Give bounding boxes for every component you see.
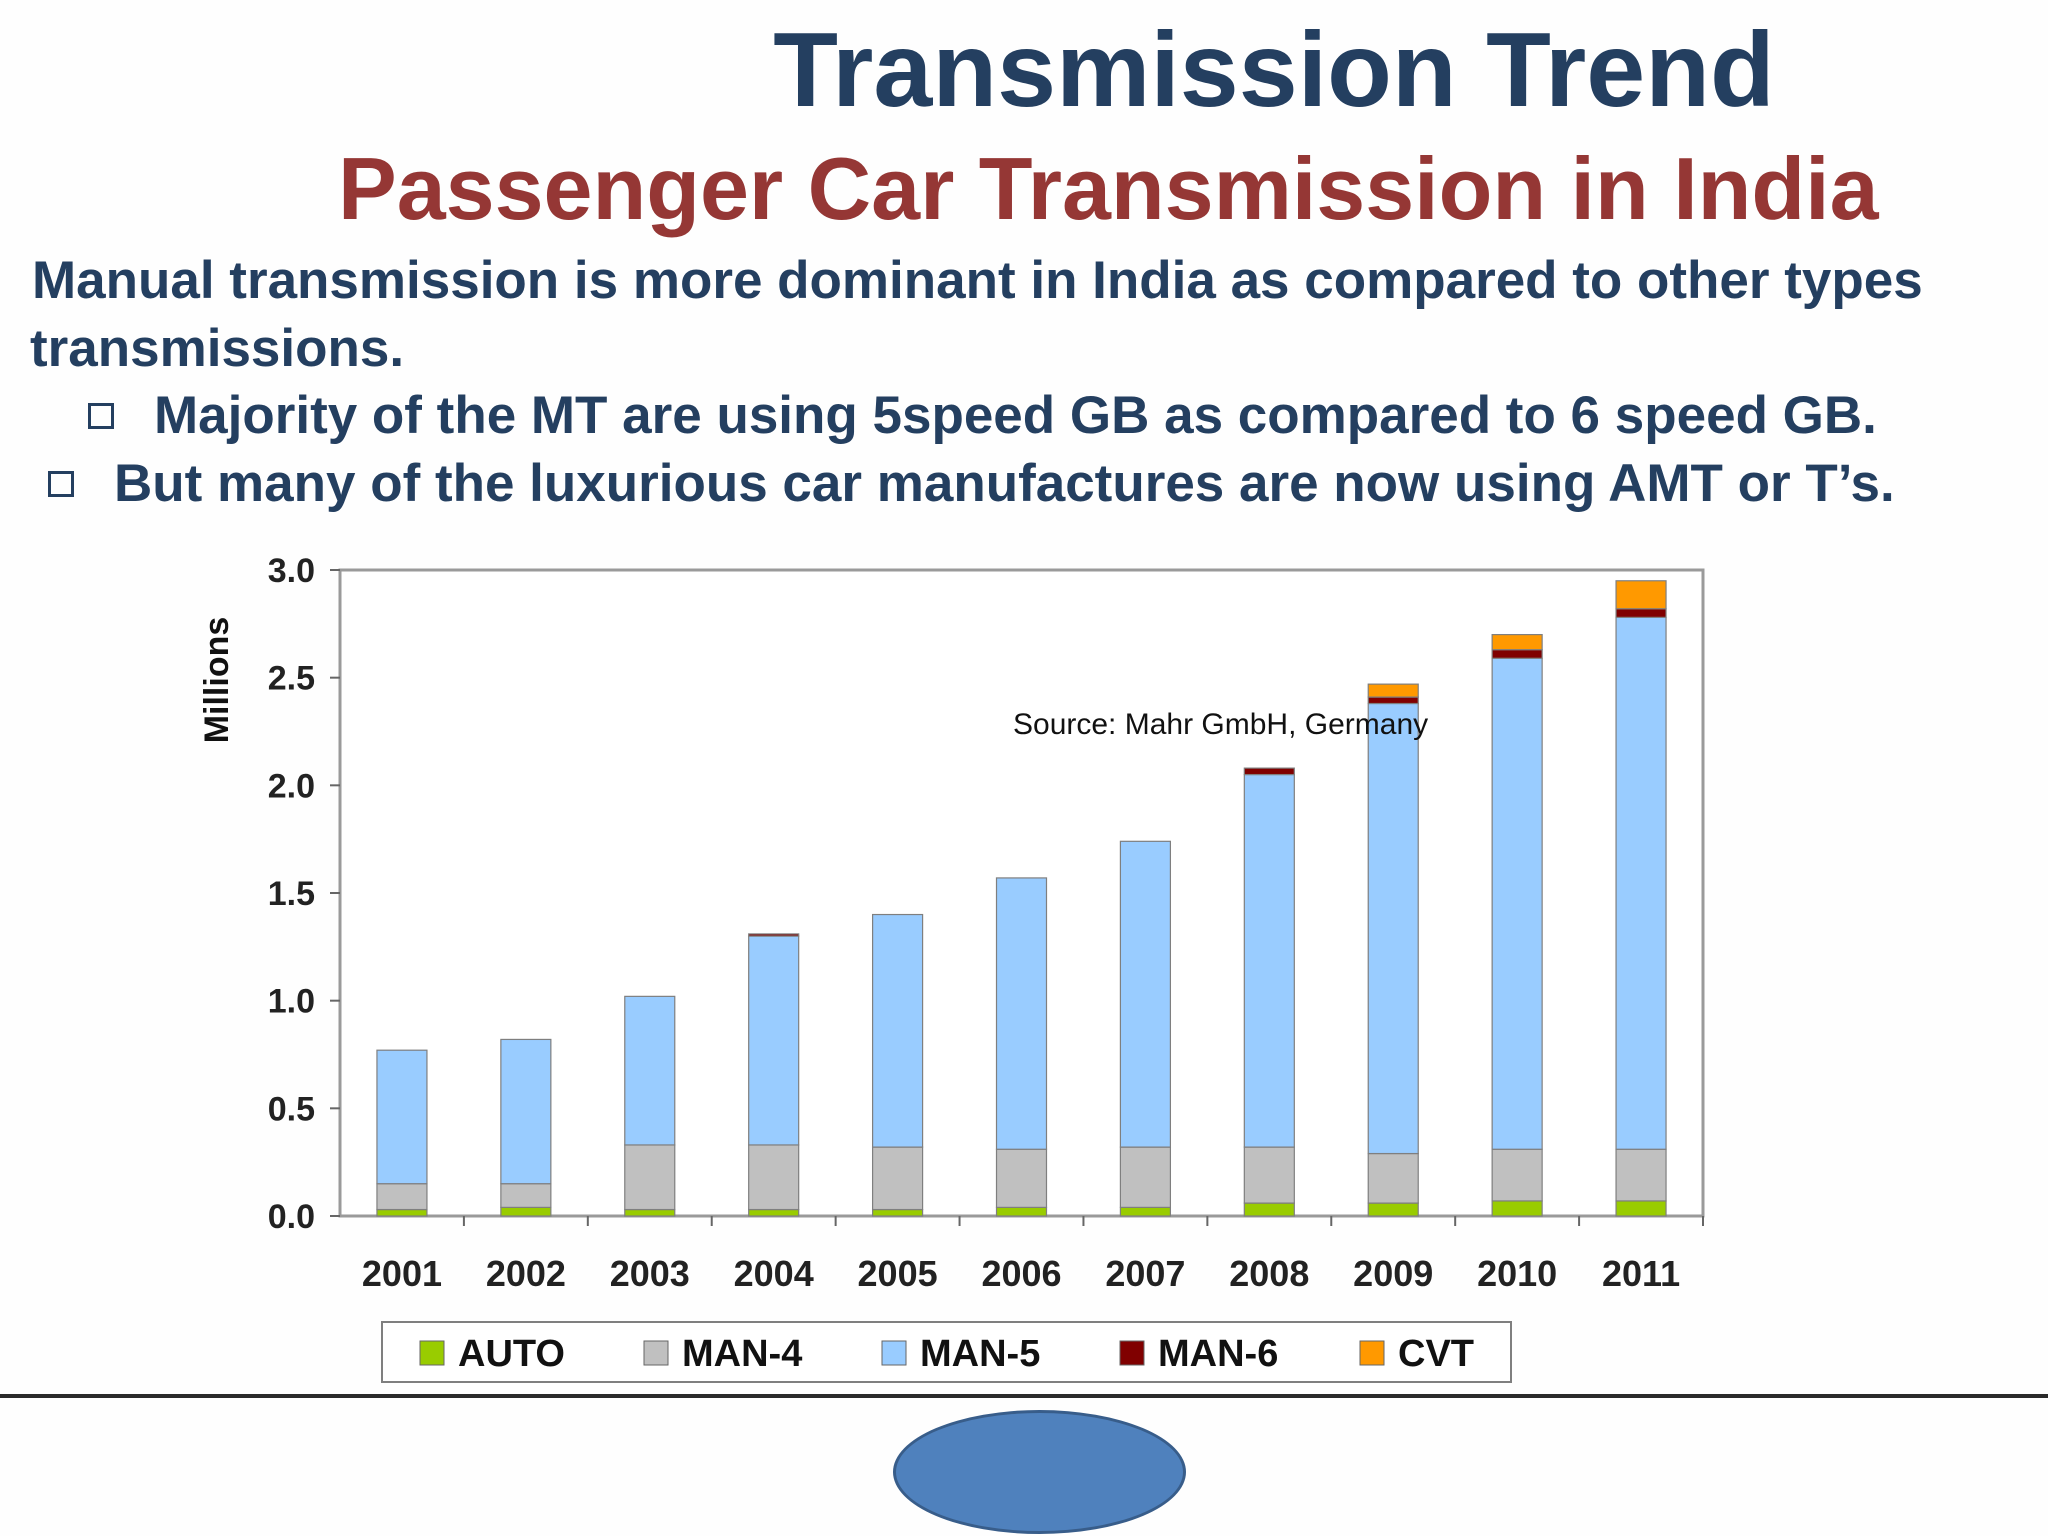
x-tick-label: 2005 xyxy=(858,1253,938,1294)
bullet-text: Majority of the MT are using 5speed GB a… xyxy=(154,386,1877,445)
legend-swatch-man-6 xyxy=(1119,1340,1145,1366)
x-tick-label: 2004 xyxy=(734,1253,814,1294)
y-axis-label: Millions xyxy=(198,617,236,744)
bar-segment-man-6 xyxy=(1615,608,1667,618)
x-tick-label: 2003 xyxy=(610,1253,690,1294)
x-tick-label: 2007 xyxy=(1105,1253,1185,1294)
legend-swatch-cvt xyxy=(1359,1340,1385,1366)
bar-segment-cvt xyxy=(1491,633,1543,651)
x-tick-label: 2009 xyxy=(1353,1253,1433,1294)
bar-segment-man-4 xyxy=(1119,1146,1172,1208)
bar-segment-man-5 xyxy=(1615,616,1667,1150)
bar-segment-man-5 xyxy=(624,995,676,1146)
bar-segment-auto xyxy=(624,1208,676,1217)
x-tick-label: 2001 xyxy=(362,1253,442,1294)
bar-segment-man-4 xyxy=(500,1183,552,1208)
bar-segment-auto xyxy=(1491,1200,1543,1217)
stacked-bar-chart: 0.0 0.5 1.0 1.5 2.0 2.5 3.0 Millions 2001 2002 200… xyxy=(198,552,1705,1383)
bar-segment-man-4 xyxy=(748,1144,800,1211)
bar-segment-man-4 xyxy=(376,1183,428,1211)
footer-divider xyxy=(0,1394,2048,1398)
x-tick-label: 2011 xyxy=(1602,1253,1680,1294)
bar-segment-cvt xyxy=(1615,580,1667,610)
square-bullet-icon xyxy=(88,402,114,429)
y-tick-label: 0.0 xyxy=(268,1198,315,1236)
y-tick-label: 3.0 xyxy=(268,552,315,590)
bar-segment-man-6 xyxy=(1491,649,1543,659)
legend-label: CVT xyxy=(1398,1333,1474,1375)
bar-segment-man-6 xyxy=(748,933,800,937)
legend-label: MAN-5 xyxy=(920,1333,1040,1375)
bar-segment-man-5 xyxy=(376,1049,428,1185)
bar-segment-man-4 xyxy=(1491,1148,1543,1202)
intro-text-line-2: transmissions. xyxy=(30,319,405,378)
bullet-item-1: Majority of the MT are using 5speed GB a… xyxy=(88,385,1877,446)
bar-segment-auto xyxy=(1367,1202,1419,1217)
legend-label: MAN-4 xyxy=(682,1333,802,1375)
bar-segment-man-4 xyxy=(1367,1152,1419,1204)
bar-segment-auto xyxy=(1119,1206,1172,1217)
legend-swatch-auto xyxy=(419,1340,445,1366)
square-bullet-icon xyxy=(48,470,74,497)
bar-segment-auto xyxy=(1615,1200,1667,1217)
bar-segment-man-4 xyxy=(871,1146,924,1211)
bar-segment-man-6 xyxy=(1367,696,1419,705)
blue-oval-shape xyxy=(893,1410,1186,1534)
bar-segment-cvt xyxy=(1367,683,1419,698)
bar-segment-man-5 xyxy=(748,935,800,1146)
y-tick-label: 1.5 xyxy=(268,875,315,913)
y-tick-label: 1.0 xyxy=(268,983,315,1021)
bar-segment-man-5 xyxy=(500,1038,552,1185)
bar-segment-auto xyxy=(871,1208,924,1217)
bar-segment-man-4 xyxy=(624,1144,676,1211)
x-tick-label: 2010 xyxy=(1477,1253,1557,1294)
bar-segment-auto xyxy=(376,1208,428,1217)
y-tick-label: 2.0 xyxy=(268,767,315,805)
y-tick-label: 0.5 xyxy=(268,1090,315,1128)
bullet-item-2: But many of the luxurious car manufactur… xyxy=(48,453,1895,514)
bar-segment-man-5 xyxy=(871,913,924,1148)
bar-segment-man-5 xyxy=(1243,773,1295,1148)
x-tick-label: 2002 xyxy=(486,1253,566,1294)
x-tick-label: 2008 xyxy=(1229,1253,1309,1294)
bar-segment-man-6 xyxy=(1243,767,1295,776)
bar-segment-man-5 xyxy=(1491,657,1543,1150)
bar-segment-man-5 xyxy=(995,877,1048,1150)
bar-segment-man-4 xyxy=(995,1148,1048,1208)
legend-label: AUTO xyxy=(458,1333,565,1375)
bar-segment-man-4 xyxy=(1615,1148,1667,1202)
slide-subtitle: Passenger Car Transmission in India xyxy=(338,139,1879,238)
bar-segment-man-5 xyxy=(1367,702,1419,1155)
legend-swatch-man-4 xyxy=(643,1340,669,1366)
intro-text-line-1: Manual transmission is more dominant in … xyxy=(32,251,1923,310)
source-note: Source: Mahr GmbH, Germany xyxy=(1013,708,1429,741)
legend-label: MAN-6 xyxy=(1158,1333,1278,1375)
bullet-text: But many of the luxurious car manufactur… xyxy=(114,454,1895,513)
bar-segment-man-4 xyxy=(1243,1146,1295,1204)
bar-segment-auto xyxy=(1243,1202,1295,1217)
slide-title: Transmission Trend xyxy=(773,11,1775,129)
x-tick-label: 2006 xyxy=(981,1253,1061,1294)
y-tick-label: 2.5 xyxy=(268,660,315,698)
bar-segment-auto xyxy=(995,1206,1048,1217)
bar-segment-man-5 xyxy=(1119,840,1172,1148)
legend-swatch-man-5 xyxy=(881,1340,907,1366)
bar-segment-auto xyxy=(500,1206,552,1217)
legend-box xyxy=(381,1321,1512,1383)
bar-segment-auto xyxy=(748,1208,800,1217)
